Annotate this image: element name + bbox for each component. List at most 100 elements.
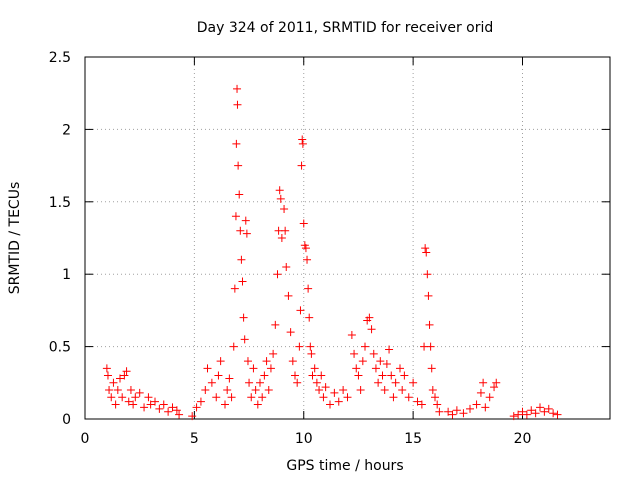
grid-lines bbox=[85, 57, 610, 419]
data-point bbox=[422, 248, 431, 257]
y-tick-label: 1.5 bbox=[49, 195, 71, 211]
data-point bbox=[334, 397, 343, 406]
y-tick-label: 1 bbox=[62, 267, 71, 283]
data-point bbox=[428, 386, 437, 395]
data-point bbox=[237, 255, 246, 264]
data-point bbox=[229, 342, 238, 351]
data-point bbox=[164, 407, 173, 416]
data-point bbox=[297, 161, 306, 170]
data-point bbox=[522, 410, 531, 419]
data-point bbox=[103, 371, 112, 380]
y-axis-label: SRMTID / TECUs bbox=[7, 182, 23, 295]
data-point bbox=[315, 386, 324, 395]
data-point bbox=[216, 357, 225, 366]
data-point bbox=[425, 320, 434, 329]
x-tick-label: 5 bbox=[190, 431, 199, 447]
data-point bbox=[151, 397, 159, 406]
y-tick-label: 0.5 bbox=[49, 340, 71, 356]
data-point bbox=[243, 357, 252, 366]
data-point bbox=[389, 393, 398, 402]
data-point bbox=[421, 244, 430, 253]
data-point bbox=[225, 374, 234, 383]
data-point bbox=[105, 386, 114, 395]
data-point bbox=[266, 364, 275, 373]
x-tick-label: 20 bbox=[514, 431, 532, 447]
data-point bbox=[245, 378, 254, 387]
data-point bbox=[249, 364, 258, 373]
data-point bbox=[240, 335, 249, 344]
data-point bbox=[527, 406, 536, 415]
data-point bbox=[260, 371, 269, 380]
data-point bbox=[374, 378, 383, 387]
data-point bbox=[382, 359, 391, 368]
data-point bbox=[492, 378, 501, 387]
data-point bbox=[124, 397, 133, 406]
data-point bbox=[271, 320, 280, 329]
data-point bbox=[144, 393, 153, 402]
data-point bbox=[258, 393, 267, 402]
data-point bbox=[304, 284, 313, 293]
data-point bbox=[235, 190, 244, 199]
data-point bbox=[423, 270, 432, 279]
data-point bbox=[223, 386, 232, 395]
data-point bbox=[553, 410, 562, 419]
data-point bbox=[242, 229, 251, 238]
data-point bbox=[514, 410, 523, 419]
data-point bbox=[301, 244, 310, 253]
data-point bbox=[433, 400, 442, 409]
data-point bbox=[371, 364, 380, 373]
data-point bbox=[113, 386, 122, 395]
data-point bbox=[518, 407, 527, 416]
data-point bbox=[376, 357, 385, 366]
data-point bbox=[280, 205, 289, 214]
data-point bbox=[354, 371, 363, 380]
data-point bbox=[400, 371, 409, 380]
data-point bbox=[256, 378, 264, 387]
data-point bbox=[234, 161, 243, 170]
data-point bbox=[426, 342, 435, 351]
data-point bbox=[448, 410, 457, 419]
data-point bbox=[509, 412, 518, 421]
data-point bbox=[196, 397, 205, 406]
x-tick-label: 0 bbox=[81, 431, 90, 447]
data-point bbox=[262, 357, 271, 366]
data-point bbox=[284, 291, 293, 300]
data-point bbox=[317, 371, 326, 380]
data-point bbox=[356, 386, 365, 395]
data-point bbox=[544, 404, 553, 413]
data-point bbox=[175, 410, 184, 419]
data-point bbox=[435, 407, 444, 416]
data-point bbox=[118, 393, 127, 402]
data-point bbox=[299, 219, 308, 228]
data-point bbox=[330, 388, 339, 397]
x-tick-label: 15 bbox=[404, 431, 422, 447]
data-point bbox=[129, 400, 138, 409]
data-point bbox=[247, 393, 256, 402]
data-point bbox=[282, 262, 291, 271]
y-tick-label: 2.5 bbox=[49, 50, 71, 66]
data-point bbox=[188, 412, 197, 421]
data-point bbox=[361, 342, 369, 351]
data-point bbox=[303, 255, 312, 264]
data-point bbox=[424, 291, 433, 300]
data-point bbox=[201, 386, 210, 395]
data-point bbox=[251, 386, 260, 395]
data-point bbox=[307, 349, 316, 358]
data-point bbox=[472, 400, 481, 409]
data-point bbox=[306, 342, 315, 351]
data-point bbox=[485, 393, 494, 402]
data-point bbox=[276, 194, 285, 203]
data-point bbox=[275, 186, 284, 195]
data-point bbox=[391, 378, 400, 387]
data-point bbox=[413, 397, 422, 406]
x-tick-label: 10 bbox=[295, 431, 313, 447]
data-point bbox=[231, 212, 240, 221]
data-point bbox=[343, 393, 352, 402]
data-point bbox=[120, 371, 129, 380]
data-point bbox=[241, 216, 250, 225]
data-point bbox=[459, 409, 468, 418]
data-point bbox=[347, 331, 356, 340]
data-point bbox=[207, 378, 216, 387]
data-point bbox=[172, 406, 181, 415]
data-point bbox=[380, 386, 389, 395]
